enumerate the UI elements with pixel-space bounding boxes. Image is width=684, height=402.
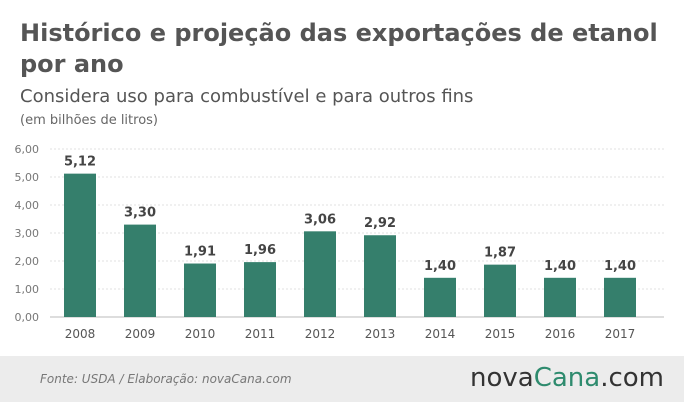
x-tick-label: 2015 [485,327,516,341]
bar-value-label: 1,40 [544,259,576,274]
bar [604,277,636,317]
bar [184,263,216,317]
x-tick-label: 2016 [545,327,576,341]
bar-value-label: 1,87 [484,246,516,261]
bar [124,224,156,317]
bar [304,231,336,317]
bar-value-label: 1,96 [244,243,276,258]
y-tick-label: 2,00 [15,255,40,268]
bar-value-label: 1,40 [424,259,456,274]
brand-suffix: .com [600,363,664,393]
bar [484,264,516,317]
bar [244,262,276,317]
y-tick-label: 3,00 [15,227,40,240]
y-tick-label: 5,00 [15,171,40,184]
chart-title: Histórico e projeção das exportações de … [20,19,658,78]
source-note: Fonte: USDA / Elaboração: novaCana.com [40,372,292,386]
x-tick-label: 2017 [605,327,636,341]
x-tick-label: 2009 [125,327,156,341]
footer: Fonte: USDA / Elaboração: novaCana.com n… [0,356,684,402]
bar [544,277,576,317]
bar-value-label: 1,91 [184,245,216,260]
bar-value-label: 3,06 [304,212,336,227]
brand-logo: novaCana.com [470,363,664,393]
y-tick-label: 4,00 [15,199,40,212]
bar-value-label: 1,40 [604,259,636,274]
y-tick-label: 0,00 [15,311,40,324]
bar [424,277,456,317]
x-tick-label: 2014 [425,327,456,341]
bar-chart: 0,00 1,00 2,00 3,00 4,00 5,00 6,00 5,12 2008 3,30… [15,143,664,341]
bar-value-label: 3,30 [124,206,156,221]
x-tick-label: 2011 [245,327,276,341]
y-tick-label: 6,00 [15,143,40,156]
bar [64,173,96,317]
bar [364,235,396,317]
x-tick-label: 2013 [365,327,396,341]
brand-prefix: nova [469,363,534,393]
x-tick-label: 2010 [185,327,216,341]
chart-subtitle: Considera uso para combustível e para ou… [20,86,474,107]
x-tick-label: 2008 [65,327,96,341]
x-tick-label: 2012 [305,327,336,341]
unit-label: (em bilhões de litros) [20,113,158,128]
brand-accent: Cana [533,363,601,393]
bar-value-label: 2,92 [364,216,396,231]
y-tick-label: 1,00 [15,283,40,296]
bar-value-label: 5,12 [64,155,96,170]
